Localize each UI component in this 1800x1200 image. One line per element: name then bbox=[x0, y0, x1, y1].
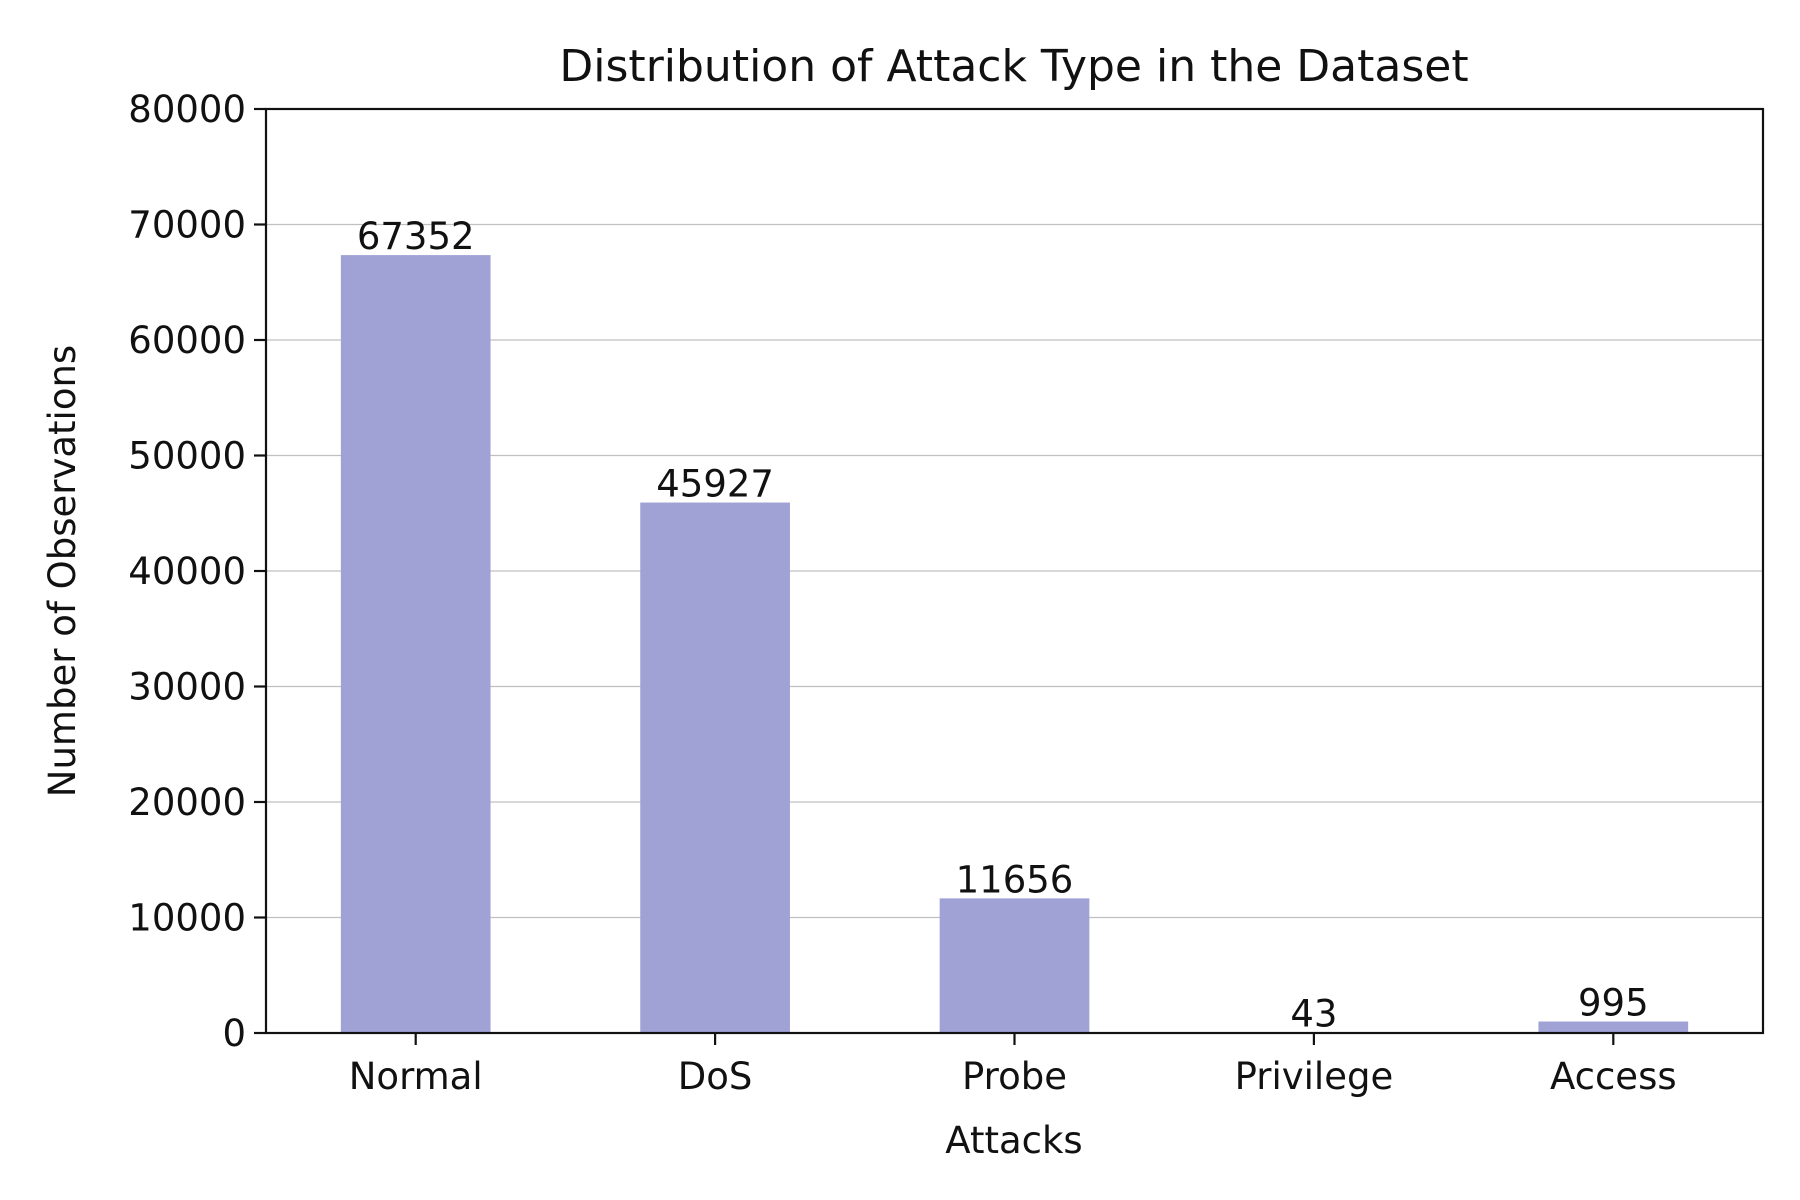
y-tick-label: 40000 bbox=[128, 550, 246, 593]
x-tick-label-dos: DoS bbox=[678, 1055, 753, 1098]
y-axis-label: Number of Observations bbox=[41, 345, 84, 797]
y-tick-label: 50000 bbox=[128, 435, 246, 478]
bar-normal bbox=[340, 255, 491, 1033]
bars bbox=[340, 255, 1689, 1033]
data-labels: 67352 45927 11656 43 995 bbox=[357, 215, 1649, 1035]
x-tick-label-access: Access bbox=[1550, 1055, 1677, 1098]
x-tick-label-normal: Normal bbox=[349, 1055, 483, 1098]
y-axis-ticks: 0 10000 20000 30000 40000 50000 60000 70000 8000… bbox=[128, 88, 266, 1055]
data-label-access: 995 bbox=[1578, 982, 1649, 1025]
data-label-dos: 45927 bbox=[656, 463, 774, 506]
data-label-probe: 11656 bbox=[956, 858, 1074, 901]
grid-lines bbox=[266, 223, 1763, 919]
chart-title: Distribution of Attack Type in the Datas… bbox=[559, 41, 1468, 92]
bar-dos bbox=[640, 502, 790, 1033]
data-label-privilege: 43 bbox=[1290, 993, 1337, 1036]
y-tick-label: 70000 bbox=[128, 204, 246, 247]
bar-access bbox=[1538, 1021, 1689, 1033]
y-tick-label: 20000 bbox=[128, 781, 246, 824]
x-tick-label-privilege: Privilege bbox=[1235, 1055, 1394, 1098]
y-tick-label: 30000 bbox=[128, 666, 246, 709]
y-tick-label: 80000 bbox=[128, 88, 246, 131]
data-label-normal: 67352 bbox=[357, 215, 475, 258]
x-axis-ticks: Normal DoS Probe Privilege Access bbox=[349, 1033, 1677, 1098]
x-tick-label-probe: Probe bbox=[962, 1055, 1067, 1098]
x-axis-label: Attacks bbox=[945, 1119, 1082, 1162]
bar-probe bbox=[939, 898, 1090, 1033]
y-tick-label: 10000 bbox=[128, 897, 246, 940]
y-tick-label: 60000 bbox=[128, 319, 246, 362]
y-tick-label: 0 bbox=[222, 1012, 246, 1055]
